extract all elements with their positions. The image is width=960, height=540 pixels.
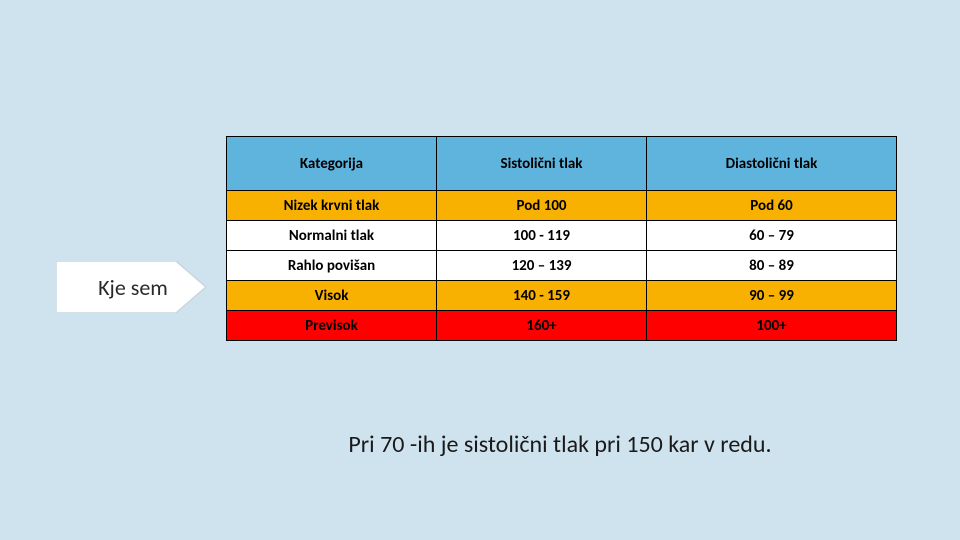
cell-s: 120 – 139 — [437, 251, 647, 281]
table-row: Rahlo povišan 120 – 139 80 – 89 — [227, 251, 897, 281]
cell-d: 90 – 99 — [647, 281, 897, 311]
cell-d: 80 – 89 — [647, 251, 897, 281]
table-row: Visok 140 - 159 90 – 99 — [227, 281, 897, 311]
cell-k: Visok — [227, 281, 437, 311]
cell-s: Pod 100 — [437, 191, 647, 221]
bp-table: Kategorija Sistolični tlak Diastolični t… — [226, 136, 897, 341]
slide: Kje sem Kategorija Sistolični tlak Diast… — [0, 0, 960, 540]
caption-text: Pri 70 -ih je sistolični tlak pri 150 ka… — [230, 430, 890, 459]
cell-k: Rahlo povišan — [227, 251, 437, 281]
cell-d: Pod 60 — [647, 191, 897, 221]
cell-k: Previsok — [227, 311, 437, 341]
cell-d: 60 – 79 — [647, 221, 897, 251]
table-header-row: Kategorija Sistolični tlak Diastolični t… — [227, 137, 897, 191]
th-kategorija: Kategorija — [227, 137, 437, 191]
table-row: Previsok 160+ 100+ — [227, 311, 897, 341]
cell-k: Nizek krvni tlak — [227, 191, 437, 221]
side-label-shape: Kje sem — [56, 261, 206, 313]
cell-d: 100+ — [647, 311, 897, 341]
cell-s: 140 - 159 — [437, 281, 647, 311]
table-row: Nizek krvni tlak Pod 100 Pod 60 — [227, 191, 897, 221]
cell-k: Normalni tlak — [227, 221, 437, 251]
side-label-text: Kje sem — [94, 274, 168, 301]
table-row: Normalni tlak 100 - 119 60 – 79 — [227, 221, 897, 251]
th-diastolicni: Diastolični tlak — [647, 137, 897, 191]
cell-s: 160+ — [437, 311, 647, 341]
cell-s: 100 - 119 — [437, 221, 647, 251]
th-sistolicni: Sistolični tlak — [437, 137, 647, 191]
